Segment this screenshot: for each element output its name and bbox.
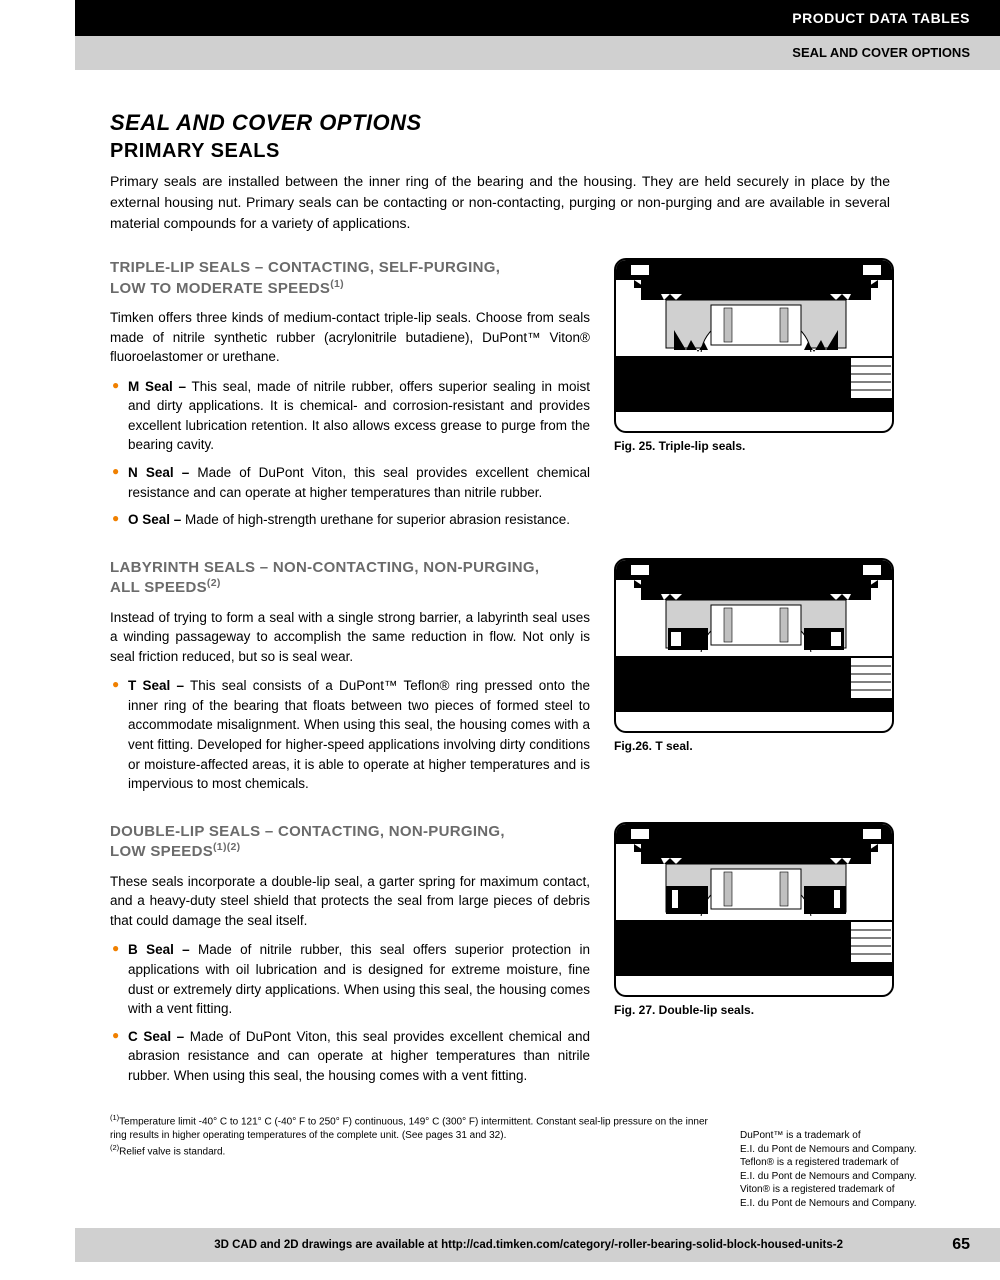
labyrinth-heading: LABYRINTH SEALS – NON-CONTACTING, NON-PU… <box>110 558 590 598</box>
double-text-col: DOUBLE-LIP SEALS – CONTACTING, NON-PURGI… <box>110 822 590 1094</box>
figure-26-caption: Fig.26. T seal. <box>614 739 904 753</box>
double-bullet-c: C Seal – Made of DuPont Viton, this seal… <box>110 1027 590 1086</box>
figure-26 <box>614 558 894 733</box>
labyrinth-bullet-t: T Seal – This seal consists of a DuPont™… <box>110 676 590 793</box>
triple-bullet-o: O Seal – Made of high-strength urethane … <box>110 510 590 530</box>
figure-27-caption: Fig. 27. Double-lip seals. <box>614 1003 904 1017</box>
triple-fig-col: Fig. 25. Triple-lip seals. <box>614 258 904 538</box>
labyrinth-text-col: LABYRINTH SEALS – NON-CONTACTING, NON-PU… <box>110 558 590 802</box>
double-fig-col: Fig. 27. Double-lip seals. <box>614 822 904 1094</box>
triple-heading: TRIPLE-LIP SEALS – CONTACTING, SELF-PURG… <box>110 258 590 298</box>
footnote-1: (1)Temperature limit -40° C to 121° C (-… <box>110 1113 710 1142</box>
figure-25-caption: Fig. 25. Triple-lip seals. <box>614 439 904 453</box>
triple-bullet-n: N Seal – Made of DuPont Viton, this seal… <box>110 463 590 502</box>
intro-paragraph: Primary seals are installed between the … <box>110 171 890 234</box>
figure-27 <box>614 822 894 997</box>
triple-text-col: TRIPLE-LIP SEALS – CONTACTING, SELF-PURG… <box>110 258 590 538</box>
section-title: SEAL AND COVER OPTIONS <box>110 110 970 136</box>
main-content: SEAL AND COVER OPTIONS PRIMARY SEALS Pri… <box>0 70 1000 1158</box>
footnotes: (1)Temperature limit -40° C to 121° C (-… <box>110 1113 710 1158</box>
subsection-title: PRIMARY SEALS <box>110 140 970 163</box>
triple-lip-section: TRIPLE-LIP SEALS – CONTACTING, SELF-PURG… <box>110 258 970 538</box>
figure-25 <box>614 258 894 433</box>
labyrinth-section: LABYRINTH SEALS – NON-CONTACTING, NON-PU… <box>110 558 970 802</box>
labyrinth-fig-col: Fig.26. T seal. <box>614 558 904 802</box>
trademark-notice: DuPont™ is a trademark of E.I. du Pont d… <box>740 1129 960 1210</box>
double-heading: DOUBLE-LIP SEALS – CONTACTING, NON-PURGI… <box>110 822 590 862</box>
header-black-bar: PRODUCT DATA TABLES <box>75 0 1000 36</box>
header-gray-text: SEAL AND COVER OPTIONS <box>792 45 970 60</box>
triple-para: Timken offers three kinds of medium-cont… <box>110 308 590 367</box>
page-number: 65 <box>952 1236 970 1254</box>
bottom-bar: 3D CAD and 2D drawings are available at … <box>75 1228 1000 1262</box>
triple-bullet-m: M Seal – This seal, made of nitrile rubb… <box>110 377 590 455</box>
footnote-2: (2)Relief valve is standard. <box>110 1143 710 1159</box>
double-lip-section: DOUBLE-LIP SEALS – CONTACTING, NON-PURGI… <box>110 822 970 1094</box>
header-black-text: PRODUCT DATA TABLES <box>792 10 970 26</box>
labyrinth-para: Instead of trying to form a seal with a … <box>110 608 590 667</box>
bottom-bar-text: 3D CAD and 2D drawings are available at … <box>105 1239 952 1251</box>
header-gray-bar: SEAL AND COVER OPTIONS <box>75 36 1000 70</box>
double-bullet-b: B Seal – Made of nitrile rubber, this se… <box>110 940 590 1018</box>
double-para: These seals incorporate a double-lip sea… <box>110 872 590 931</box>
